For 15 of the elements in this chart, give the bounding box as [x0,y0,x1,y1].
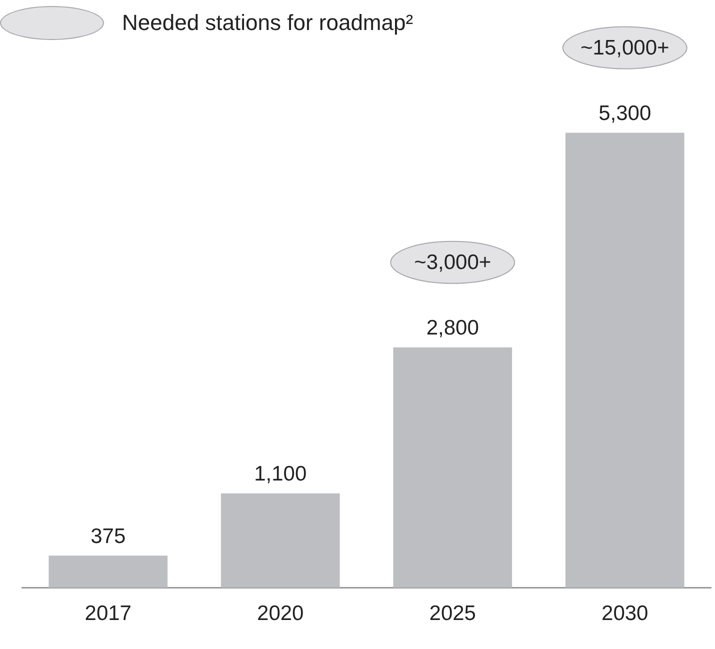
data-label: 375 [90,524,126,548]
x-tick-label: 2030 [602,602,648,626]
bar [393,347,512,588]
legend-title: Needed stations for roadmap² [122,10,414,36]
data-label: 2,800 [426,316,479,340]
x-tick-label: 2020 [257,602,304,626]
text: ~15,000+ [580,36,670,60]
annotation: ~3,000+ [414,251,492,274]
data-label: 1,100 [254,462,307,486]
x-tick-label: 2025 [429,602,476,626]
bar [48,556,168,588]
x-tick-label: 2017 [84,602,132,626]
data-label: 5,300 [598,102,652,126]
bar [565,132,684,588]
bar [220,493,340,588]
